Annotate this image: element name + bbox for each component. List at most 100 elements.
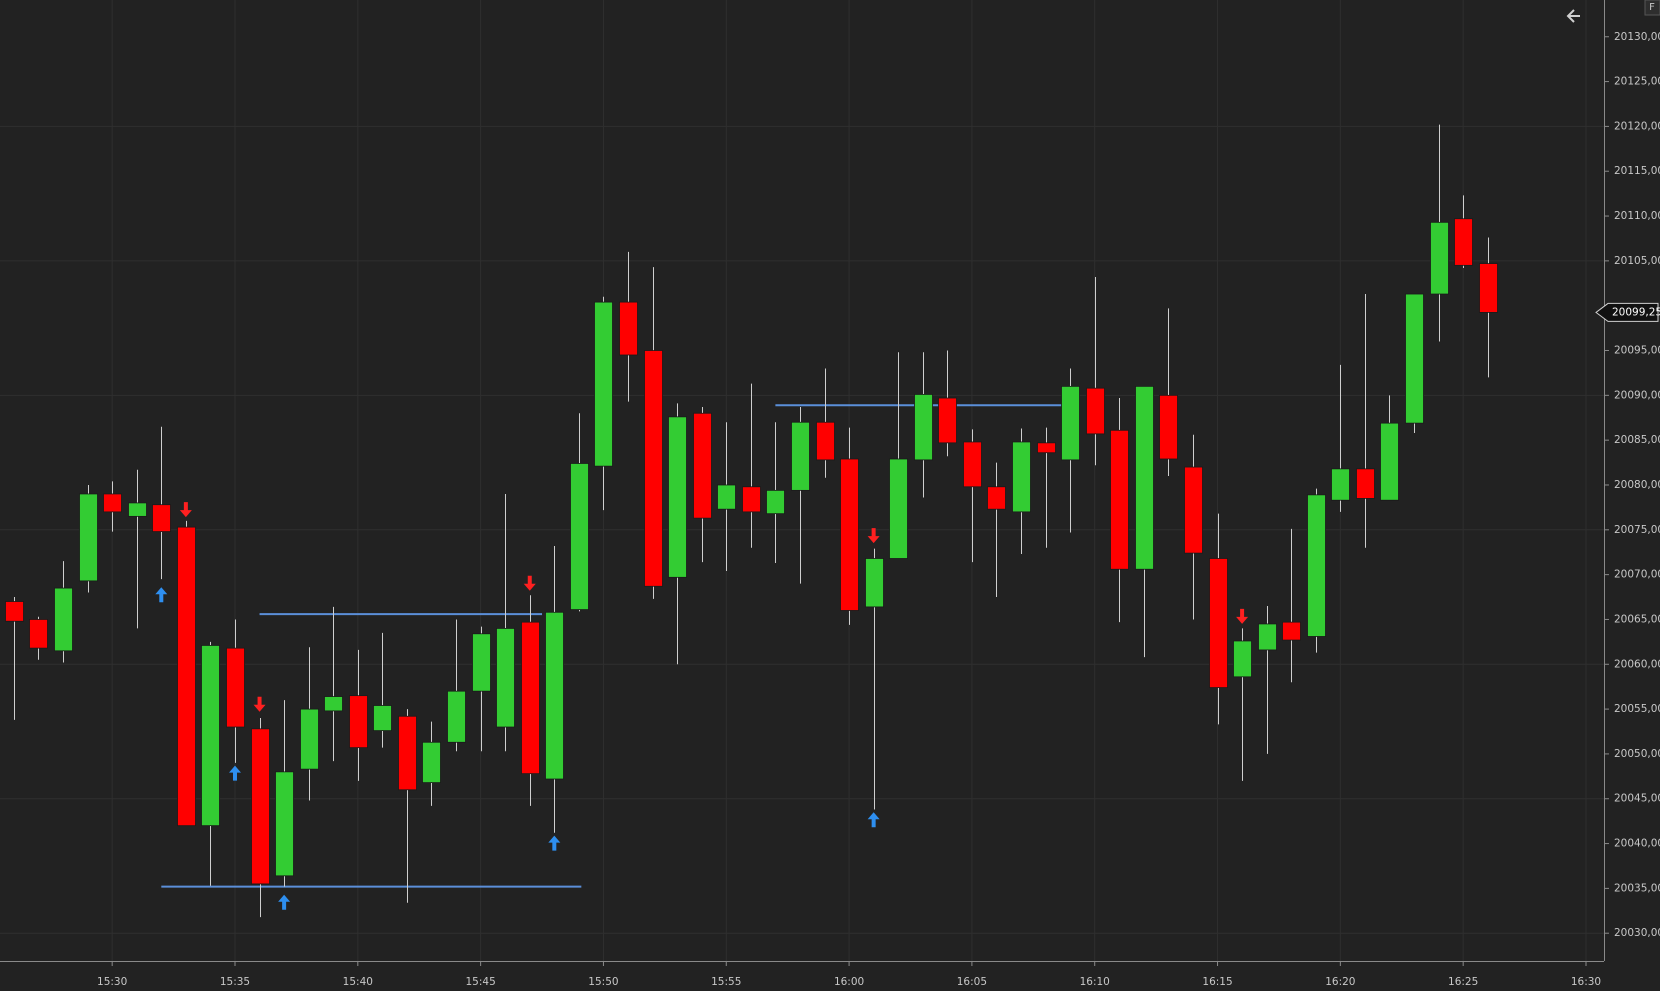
candle — [128, 469, 147, 629]
y-tick-label: 20030,00 — [1614, 927, 1660, 939]
candle — [1356, 294, 1375, 548]
candle-body — [275, 771, 294, 877]
candle — [300, 647, 319, 801]
signal-arrow — [867, 528, 880, 544]
candle-body — [717, 484, 736, 510]
x-tick-label: 16:10 — [1080, 976, 1110, 988]
candle-body — [128, 502, 147, 517]
candle — [275, 700, 294, 887]
candle — [54, 561, 73, 663]
candle-body — [349, 695, 368, 749]
back-button[interactable] — [1566, 9, 1580, 23]
candle-body — [1159, 394, 1178, 460]
candle-body — [177, 526, 196, 827]
candle-body — [619, 301, 638, 356]
signal-arrow — [523, 575, 536, 591]
candle — [1233, 628, 1252, 781]
candle — [668, 403, 687, 665]
candle — [29, 616, 48, 660]
candle — [963, 429, 982, 563]
candle — [521, 595, 540, 806]
candle-body — [5, 601, 24, 622]
y-tick-label: 20065,00 — [1614, 613, 1660, 625]
corner-box[interactable] — [1644, 0, 1660, 16]
candle-body — [840, 458, 859, 611]
candle — [865, 548, 884, 810]
candle — [1209, 513, 1228, 725]
x-tick-label: 16:15 — [1202, 976, 1232, 988]
candle — [1331, 364, 1350, 512]
candle — [373, 632, 392, 748]
candle-body — [1061, 385, 1080, 461]
candle — [496, 493, 515, 752]
x-tick-label: 15:30 — [97, 976, 127, 988]
y-tick-label: 20050,00 — [1614, 748, 1660, 760]
candle — [1479, 237, 1498, 378]
candle-body — [963, 441, 982, 488]
candle-body — [398, 715, 417, 791]
candle — [545, 545, 564, 833]
candle — [1258, 606, 1277, 754]
candle-body — [1209, 558, 1228, 688]
x-tick-label: 15:35 — [220, 976, 250, 988]
candle — [349, 649, 368, 781]
y-tick-label: 20070,00 — [1614, 569, 1660, 581]
y-tick-label: 20080,00 — [1614, 479, 1660, 491]
candle-body — [1307, 494, 1326, 637]
candle-body — [1135, 385, 1154, 570]
x-tick-label: 15:45 — [465, 976, 495, 988]
candle — [1135, 385, 1154, 658]
candle-body — [594, 301, 613, 467]
corner-label[interactable]: F — [1649, 2, 1655, 13]
candle — [1405, 293, 1424, 433]
candle — [766, 422, 785, 563]
candle-body — [1454, 218, 1473, 266]
y-tick-label: 20085,00 — [1614, 434, 1660, 446]
candle-body — [1430, 221, 1449, 295]
candle — [889, 352, 908, 559]
candle — [1454, 195, 1473, 269]
back-arrow[interactable] — [1566, 9, 1580, 23]
candle — [717, 422, 736, 572]
candle-body — [545, 611, 564, 780]
candle-body — [816, 421, 835, 461]
last-price-box — [1595, 302, 1659, 322]
y-tick-label: 20125,00 — [1614, 76, 1660, 88]
y-tick-label: 20060,00 — [1614, 658, 1660, 670]
y-tick-label: 20090,00 — [1614, 389, 1660, 401]
candle — [1184, 434, 1203, 620]
candle — [742, 383, 761, 548]
candle-body — [201, 645, 220, 827]
x-tick-label: 16:25 — [1448, 976, 1478, 988]
y-tick-label: 20110,00 — [1614, 210, 1660, 222]
candle — [693, 406, 712, 563]
candle — [1159, 308, 1178, 477]
y-tick-label: 20035,00 — [1614, 882, 1660, 894]
candle-body — [865, 558, 884, 608]
candle — [840, 427, 859, 625]
candle-body — [1086, 387, 1105, 435]
y-tick-label: 20120,00 — [1614, 120, 1660, 132]
candle-body — [251, 728, 270, 885]
candle-body — [644, 350, 663, 587]
candle-body — [1110, 429, 1129, 570]
candle-body — [1380, 422, 1399, 501]
candle — [570, 413, 589, 612]
candle-body — [1405, 293, 1424, 424]
y-tick-label: 20095,00 — [1614, 345, 1660, 357]
candle-body — [938, 397, 957, 444]
y-tick-label: 20055,00 — [1614, 703, 1660, 715]
y-tick-label: 20045,00 — [1614, 793, 1660, 805]
x-tick-label: 16:20 — [1325, 976, 1355, 988]
candle-body — [914, 394, 933, 461]
candle — [226, 619, 245, 763]
y-tick-label: 20105,00 — [1614, 255, 1660, 267]
candle-body — [1233, 640, 1252, 678]
candle — [816, 368, 835, 478]
candle-body — [152, 504, 171, 532]
candle — [177, 520, 196, 827]
candle-body — [54, 587, 73, 652]
candle-body — [742, 486, 761, 513]
